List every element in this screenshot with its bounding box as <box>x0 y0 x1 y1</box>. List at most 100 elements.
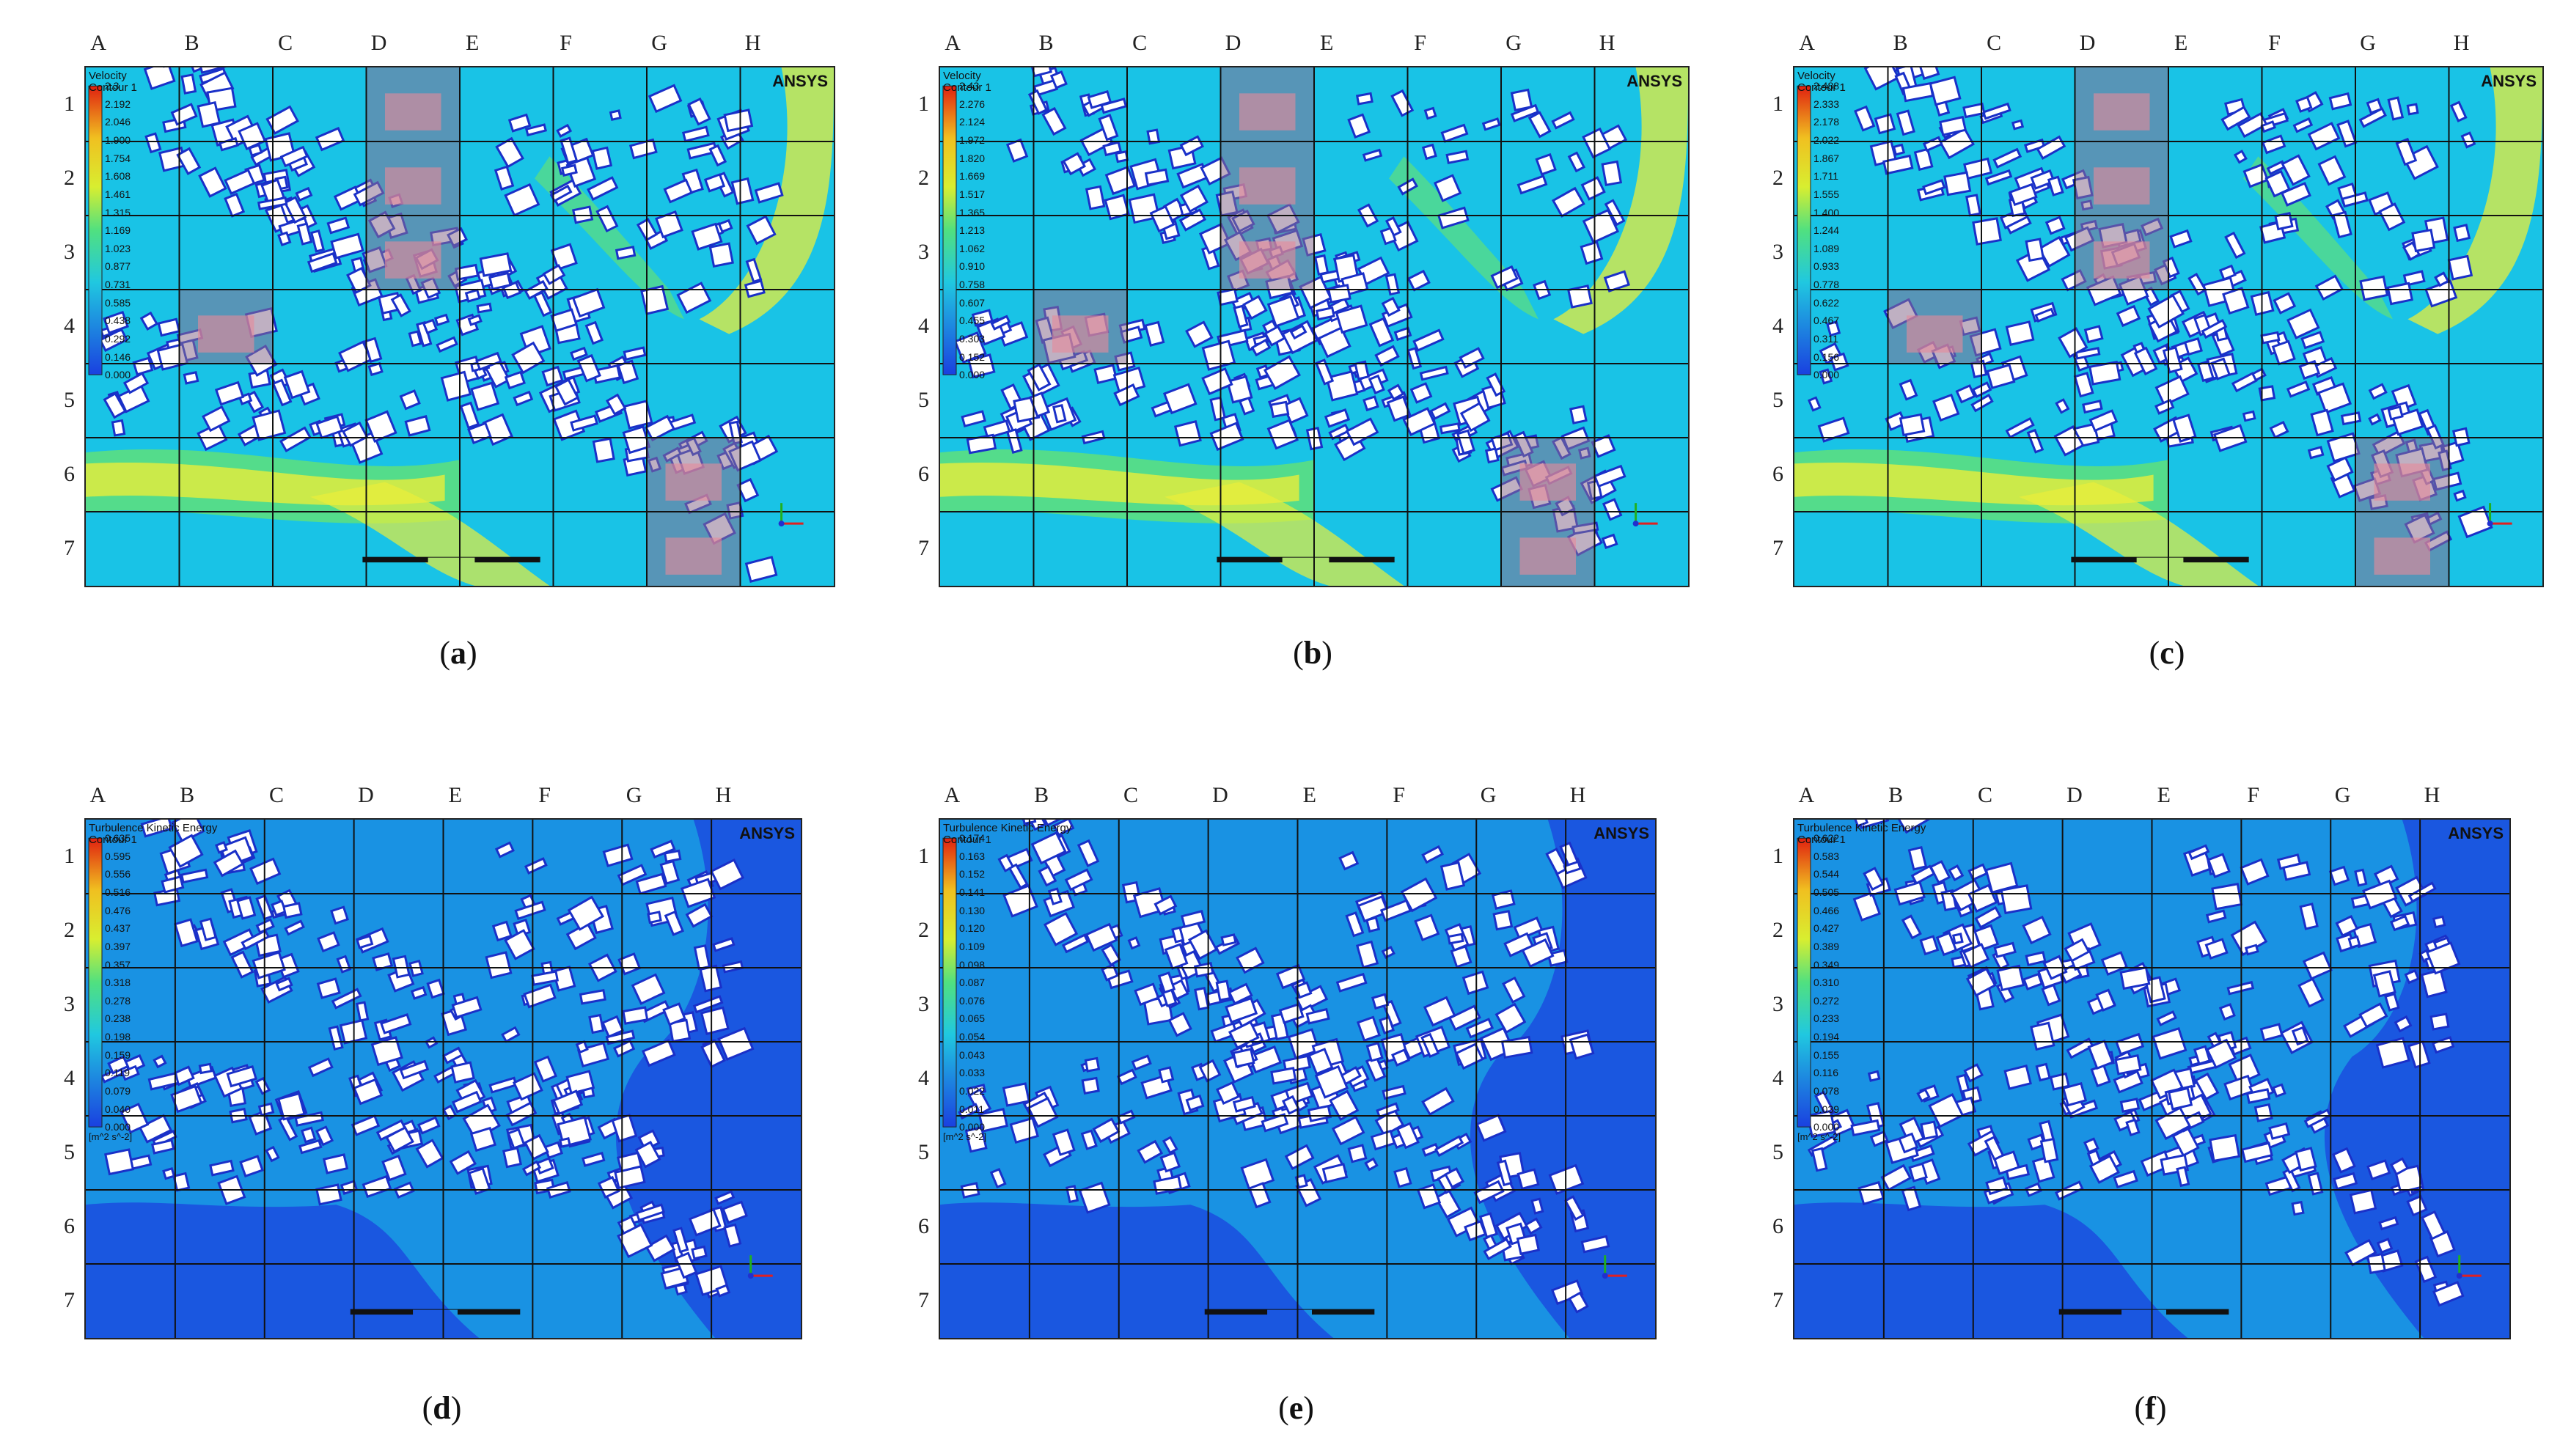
building <box>2022 972 2044 990</box>
column-label: H <box>715 783 732 807</box>
axis-origin-icon <box>2487 521 2493 527</box>
building <box>120 1065 140 1081</box>
building <box>1264 325 1286 347</box>
building <box>2372 970 2396 998</box>
building <box>1852 820 1869 828</box>
building <box>659 859 681 885</box>
building <box>587 176 619 201</box>
column-label: F <box>1393 783 1405 807</box>
legend-tick-label: 0.022 <box>959 1084 986 1097</box>
building <box>1932 393 1960 422</box>
column-label: C <box>1987 31 2002 55</box>
column-label: A <box>945 31 961 55</box>
building <box>708 144 727 167</box>
column-label: H <box>1569 783 1586 807</box>
row-label: 3 <box>1772 240 1783 265</box>
building <box>2421 1210 2446 1240</box>
highlight-buildings <box>2094 167 2150 205</box>
legend-title: Turbulence Kinetic Energy Contour 1 <box>89 823 217 846</box>
buildings <box>958 820 1610 1314</box>
building <box>628 138 658 160</box>
building <box>316 977 341 999</box>
building <box>2073 372 2094 398</box>
building <box>1421 1142 1440 1157</box>
building <box>1052 403 1067 424</box>
building <box>2429 1012 2450 1031</box>
building <box>1325 370 1359 402</box>
column-label: D <box>1212 783 1228 807</box>
building <box>674 1251 698 1279</box>
building <box>404 415 431 437</box>
building <box>238 122 267 150</box>
buildings <box>100 820 755 1299</box>
building <box>1981 102 2011 120</box>
building <box>635 872 667 895</box>
building <box>2449 100 2468 122</box>
scale-bar <box>350 1309 414 1315</box>
building <box>1510 88 1533 112</box>
building <box>989 1167 1007 1189</box>
building <box>1362 395 1379 412</box>
legend-tick-label: 0.065 <box>959 1012 986 1025</box>
legend-tick-label: 2.022 <box>1813 134 1840 147</box>
building <box>1974 905 2002 929</box>
building <box>2347 935 2361 949</box>
building <box>663 178 694 204</box>
building <box>309 229 325 253</box>
building <box>464 288 481 303</box>
building <box>1185 1094 1205 1112</box>
contour-plot: Turbulence Kinetic Energy Contour 1 0.635 0… <box>84 818 802 1339</box>
building <box>1917 67 1940 81</box>
building <box>1157 971 1176 994</box>
building <box>1066 1185 1079 1204</box>
building <box>663 849 682 863</box>
building <box>2268 1122 2291 1140</box>
legend-tick-label: 0.389 <box>1813 940 1840 952</box>
building <box>1567 151 1586 173</box>
legend-unit: [m^2 s^-2] <box>1797 1131 1841 1143</box>
building <box>645 1234 676 1262</box>
column-label: C <box>269 783 285 807</box>
building <box>1232 1048 1255 1068</box>
building <box>1328 423 1350 441</box>
building <box>1198 1059 1222 1083</box>
legend-title-line: Velocity <box>89 70 127 82</box>
row-label: 2 <box>1772 918 1783 943</box>
building <box>451 996 483 1019</box>
building <box>1459 402 1491 433</box>
building <box>2152 1027 2187 1060</box>
column-label: B <box>184 31 199 55</box>
building <box>1892 143 1906 156</box>
building <box>2087 1040 2114 1070</box>
building <box>507 113 532 133</box>
building <box>2453 489 2467 502</box>
building <box>2095 988 2116 1012</box>
highlight-buildings <box>665 463 722 501</box>
building <box>2176 1166 2190 1188</box>
scale-bar <box>1329 557 1395 563</box>
column-label: D <box>370 31 387 55</box>
building <box>1284 1144 1315 1171</box>
building <box>2349 1188 2377 1215</box>
legend-tick-label: 0.318 <box>105 977 131 989</box>
row-label: 3 <box>1772 992 1783 1017</box>
building <box>1220 933 1237 946</box>
building <box>710 858 745 891</box>
building <box>330 905 349 925</box>
building <box>1901 914 1922 940</box>
building <box>1102 141 1123 157</box>
building <box>2411 228 2436 253</box>
panel-caption: (d) <box>422 1390 462 1426</box>
building <box>1524 1217 1543 1235</box>
building <box>1475 1114 1507 1142</box>
building <box>552 1089 584 1116</box>
column-label: C <box>1123 783 1139 807</box>
building <box>1008 863 1029 889</box>
building <box>2336 120 2358 148</box>
building <box>1242 295 1268 320</box>
building <box>2242 410 2256 422</box>
building <box>990 315 1011 331</box>
building <box>2260 120 2277 133</box>
row-label: 2 <box>1772 166 1783 191</box>
building <box>2183 337 2203 356</box>
